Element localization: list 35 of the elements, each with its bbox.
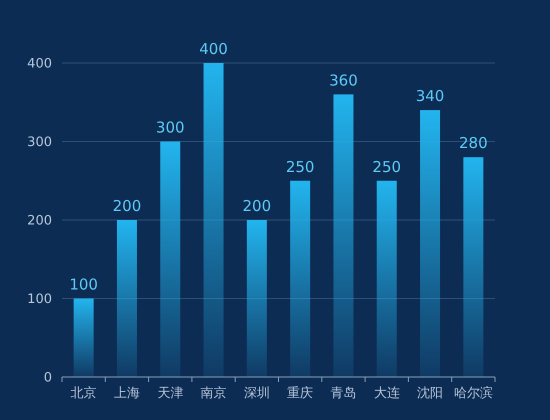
data-label: 300	[156, 118, 185, 136]
x-tick-label: 重庆	[287, 386, 314, 401]
bar	[463, 157, 484, 377]
data-label: 340	[416, 87, 444, 106]
y-tick-label: 0	[44, 370, 52, 386]
data-label: 200	[242, 197, 272, 215]
data-label: 100	[69, 276, 98, 294]
bar	[204, 63, 224, 377]
bar	[246, 220, 267, 377]
x-tick-label: 南京	[200, 386, 227, 401]
x-tick-label: 天津	[157, 386, 184, 401]
bar	[290, 180, 310, 377]
data-label: 400	[199, 40, 228, 58]
bar	[376, 180, 397, 377]
bar	[420, 110, 440, 377]
data-label: 250	[286, 158, 314, 176]
data-label: 360	[329, 71, 358, 90]
bar	[74, 298, 94, 377]
x-tick-label: 沈阳	[417, 386, 444, 401]
x-tick-label: 北京	[70, 386, 97, 401]
data-label: 280	[459, 134, 488, 152]
x-tick-label: 青岛	[330, 386, 356, 401]
x-tick-label: 深圳	[244, 386, 270, 401]
x-tick-label: 上海	[114, 386, 140, 401]
bar	[333, 94, 354, 377]
x-tick-label: 大连	[374, 386, 400, 401]
data-label: 200	[112, 197, 142, 215]
y-tick-label: 200	[27, 214, 52, 228]
x-tick-label: 哈尔滨	[454, 385, 493, 401]
bar	[116, 220, 137, 377]
y-tick-label: 300	[27, 135, 52, 150]
bar	[160, 142, 180, 377]
y-tick-label: 100	[27, 292, 52, 307]
data-label: 250	[372, 158, 402, 176]
y-tick-label: 400	[27, 56, 52, 72]
